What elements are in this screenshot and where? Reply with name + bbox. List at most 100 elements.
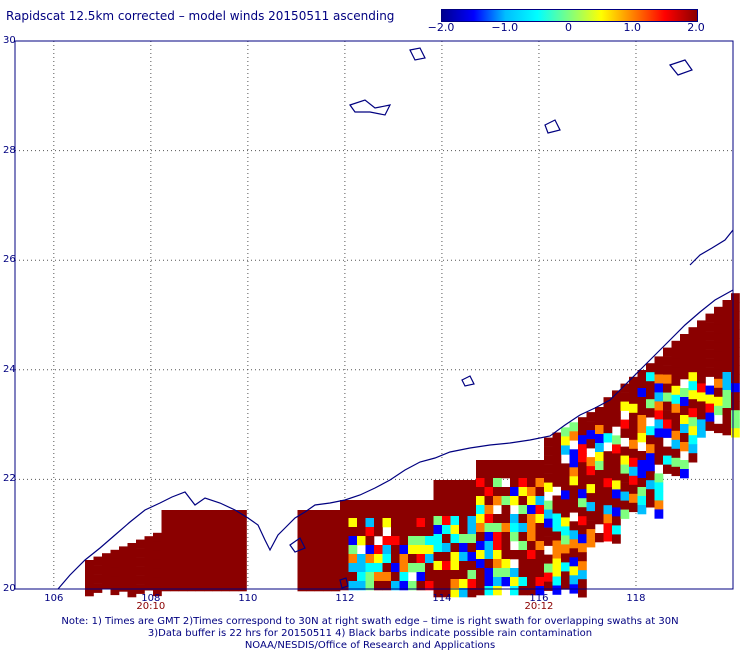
colorbar-tick-label: 2.0 [687,21,705,34]
wind-difference-cell [442,498,451,508]
wind-difference-cell [501,469,511,479]
wind-difference-cell [688,453,698,463]
wind-difference-cell [484,514,494,524]
wind-difference-cell [569,476,579,486]
wind-difference-cell [442,516,451,526]
wind-difference-cell [595,515,604,525]
wind-difference-cell [654,509,664,519]
wind-difference-cell [578,507,587,517]
wind-difference-cell [586,457,596,467]
wind-difference-cell [450,534,460,544]
coastline-segment [339,577,349,589]
wind-difference-cell [671,430,681,441]
wind-difference-cell [178,546,188,556]
wind-difference-cell [442,561,451,571]
wind-difference-cell [731,401,740,411]
wind-difference-cell [654,365,664,375]
wind-difference-cell [331,564,341,574]
wind-difference-cell [178,519,188,529]
wind-difference-cell [459,561,468,571]
coastline-segment [57,289,734,590]
wind-difference-cell [382,500,392,510]
wind-difference-cell [578,462,587,472]
wind-difference-cell [671,376,681,387]
wind-difference-cell [416,509,426,519]
wind-difference-cell [433,480,443,490]
wind-difference-cell [595,533,604,543]
wind-difference-cell [714,396,723,407]
wind-difference-cell [688,417,698,427]
wind-difference-cell [671,412,681,423]
wind-difference-cell [629,493,638,504]
wind-difference-cell [535,469,545,479]
wind-difference-cell [663,365,672,375]
wind-difference-cell [654,374,664,384]
wind-difference-cell [510,577,519,587]
wind-difference-cell [144,572,154,582]
wind-difference-cell [433,579,443,589]
wind-difference-cell [671,385,681,396]
wind-difference-cell [127,561,137,571]
wind-difference-cell [620,482,630,492]
wind-difference-cell [705,403,715,413]
wind-difference-cell [527,460,536,470]
wind-difference-cell [450,543,460,553]
wind-difference-cell [527,559,536,569]
wind-difference-cell [654,356,664,366]
wind-difference-cell [586,484,596,494]
wind-difference-cell [229,573,239,583]
wind-difference-cell [416,500,426,510]
wind-difference-cell [238,537,247,547]
wind-difference-cell [518,469,528,479]
wind-difference-cell [603,433,613,443]
wind-difference-cell [442,480,451,490]
wind-difference-cell [552,549,562,559]
wind-difference-cell [501,514,511,524]
wind-difference-cell [535,496,545,506]
wind-difference-cell [722,417,732,427]
wind-difference-cell [705,349,715,359]
wind-difference-cell [603,514,613,524]
wind-difference-cell [331,573,341,583]
wind-difference-cell [731,347,740,357]
wind-difference-cell [688,345,698,355]
wind-difference-cell [518,478,528,488]
wind-difference-cell [552,531,562,541]
wind-difference-cell [527,514,536,524]
wind-difference-cell [552,540,562,550]
wind-difference-cell [374,572,383,582]
wind-difference-cell [654,473,664,483]
wind-difference-cell [714,360,723,371]
wind-difference-cell [552,495,562,505]
wind-difference-cell [586,466,596,476]
wind-difference-cell [569,521,579,531]
wind-difference-cell [552,468,562,478]
wind-difference-cell [697,419,706,429]
wind-difference-cell [586,493,596,503]
wind-difference-cell [119,546,128,556]
wind-difference-cell [484,496,494,506]
wind-difference-cell [102,553,111,563]
wind-difference-cell [212,519,222,529]
colorbar-tick-label: 1.0 [623,21,642,34]
wind-difference-cell [484,586,494,596]
wind-difference-cell [306,555,315,565]
wind-difference-cell [476,478,485,488]
wind-difference-cell [697,383,706,393]
wind-difference-cell [85,569,94,579]
wind-difference-cell [688,381,698,391]
wind-difference-cell [654,383,664,393]
wind-difference-cell [629,475,638,486]
wind-difference-cell [578,471,587,481]
wind-difference-cell [221,510,230,520]
wind-difference-cell [527,505,536,515]
wind-difference-cell [127,588,137,598]
wind-difference-cell [705,313,715,323]
wind-difference-cell [518,559,528,569]
wind-difference-cell [578,444,587,454]
wind-difference-cell [195,537,205,547]
wind-difference-cell [450,579,460,589]
wind-difference-cell [722,318,732,328]
wind-difference-cell [127,579,137,589]
wind-difference-cell [527,550,536,560]
